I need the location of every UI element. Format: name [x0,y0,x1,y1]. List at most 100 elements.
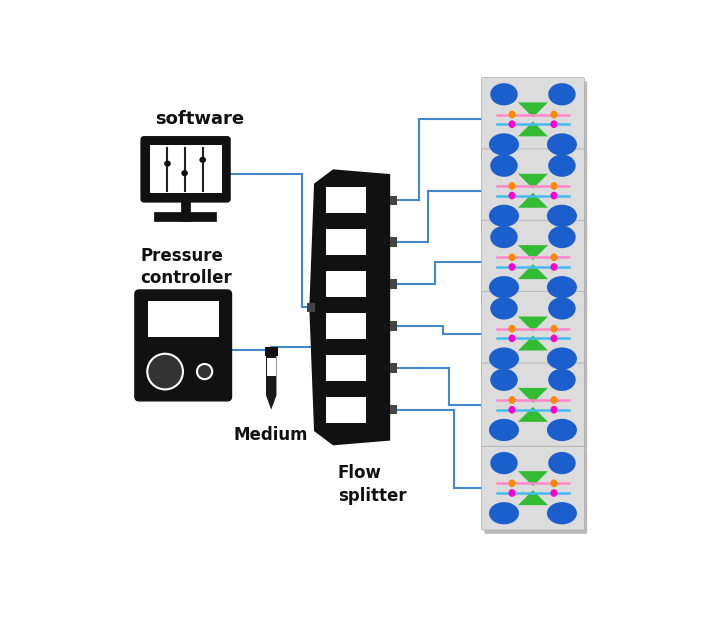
Ellipse shape [508,263,515,271]
Ellipse shape [490,83,518,106]
Ellipse shape [490,369,518,391]
FancyBboxPatch shape [135,290,231,401]
FancyBboxPatch shape [482,220,585,304]
Ellipse shape [547,276,577,298]
Ellipse shape [490,452,518,474]
Ellipse shape [548,83,576,106]
Ellipse shape [182,170,188,176]
Ellipse shape [548,369,576,391]
Ellipse shape [550,121,557,128]
Ellipse shape [508,325,515,332]
Ellipse shape [147,353,183,389]
Ellipse shape [550,396,557,404]
Ellipse shape [490,154,518,177]
Ellipse shape [489,276,519,298]
Bar [390,363,397,373]
Bar [326,229,367,255]
Polygon shape [518,316,548,331]
Polygon shape [518,388,548,403]
Ellipse shape [489,133,519,156]
FancyBboxPatch shape [484,153,587,237]
FancyBboxPatch shape [482,363,585,447]
Ellipse shape [550,253,557,261]
Ellipse shape [197,364,212,379]
Polygon shape [518,193,548,208]
Ellipse shape [199,157,206,163]
Polygon shape [518,245,548,260]
Polygon shape [309,169,390,446]
Ellipse shape [550,192,557,200]
Bar [267,358,275,376]
Bar [326,397,367,423]
Polygon shape [518,121,548,137]
Text: Pressure
controller: Pressure controller [140,247,232,287]
Bar [390,237,397,247]
Bar [326,313,367,339]
Polygon shape [518,407,548,422]
Text: Medium: Medium [234,426,308,444]
Ellipse shape [489,347,519,370]
Ellipse shape [508,111,515,119]
Ellipse shape [490,297,518,320]
Text: Flow
splitter: Flow splitter [338,464,407,504]
Ellipse shape [548,297,576,320]
Polygon shape [518,490,548,505]
Polygon shape [518,264,548,279]
Ellipse shape [508,121,515,128]
Ellipse shape [550,182,557,190]
Ellipse shape [508,396,515,404]
Ellipse shape [508,480,515,487]
Ellipse shape [548,154,576,177]
FancyBboxPatch shape [484,82,587,165]
Ellipse shape [550,480,557,487]
Ellipse shape [164,161,171,167]
FancyBboxPatch shape [484,224,587,308]
Bar [264,347,278,357]
FancyBboxPatch shape [482,149,585,232]
Bar [326,355,367,381]
Ellipse shape [547,205,577,227]
Polygon shape [518,174,548,188]
Ellipse shape [550,489,557,497]
Ellipse shape [489,502,519,524]
Bar [390,321,397,331]
Ellipse shape [508,406,515,413]
Polygon shape [518,471,548,486]
Bar [307,303,315,312]
Bar [326,271,367,297]
Bar [390,279,397,289]
Text: software: software [155,109,244,128]
Bar [390,405,397,415]
FancyBboxPatch shape [141,137,230,202]
Bar [326,187,367,213]
Bar [149,145,222,193]
Ellipse shape [548,452,576,474]
Polygon shape [518,336,548,350]
Ellipse shape [508,489,515,497]
Ellipse shape [508,253,515,261]
Polygon shape [518,103,548,117]
Bar [148,301,219,337]
FancyBboxPatch shape [482,77,585,161]
FancyBboxPatch shape [484,367,587,451]
Ellipse shape [547,419,577,441]
Ellipse shape [550,111,557,119]
Ellipse shape [508,192,515,200]
Ellipse shape [550,406,557,413]
Ellipse shape [547,133,577,156]
Ellipse shape [548,226,576,248]
FancyBboxPatch shape [482,292,585,375]
Ellipse shape [489,205,519,227]
FancyBboxPatch shape [482,446,585,530]
Ellipse shape [550,334,557,342]
Ellipse shape [508,334,515,342]
FancyBboxPatch shape [484,295,587,379]
Ellipse shape [547,347,577,370]
Ellipse shape [547,502,577,524]
Ellipse shape [489,419,519,441]
FancyBboxPatch shape [484,450,587,534]
Ellipse shape [490,226,518,248]
Polygon shape [266,352,276,410]
Ellipse shape [550,263,557,271]
Ellipse shape [508,182,515,190]
